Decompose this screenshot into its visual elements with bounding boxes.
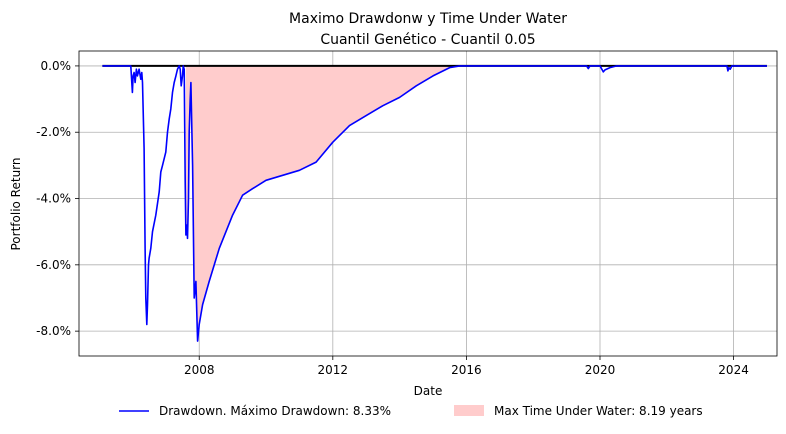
time-under-water-area — [185, 65, 460, 342]
legend: Drawdown. Máximo Drawdown: 8.33% Max Tim… — [119, 404, 703, 418]
y-axis-title: Portfolio Return — [9, 158, 23, 251]
chart-subtitle: Cuantil Genético - Cuantil 0.05 — [320, 32, 535, 48]
chart-title: Maximo Drawdonw y Time Under Water — [289, 11, 567, 27]
x-tick-label: 2012 — [318, 363, 349, 377]
drawdown-line — [102, 65, 767, 342]
x-axis-title: Date — [414, 384, 443, 398]
x-tick-label: 2024 — [718, 363, 749, 377]
x-tick-label: 2008 — [184, 363, 215, 377]
series-lines — [102, 64, 767, 342]
y-tick-label: -4.0% — [36, 192, 71, 206]
legend-label-drawdown: Drawdown. Máximo Drawdown: 8.33% — [159, 404, 391, 418]
x-tick-label: 2020 — [585, 363, 616, 377]
legend-swatch-time-under-water — [454, 405, 484, 416]
y-tick-label: -8.0% — [36, 324, 71, 338]
legend-label-time-under-water: Max Time Under Water: 8.19 years — [494, 404, 703, 418]
y-tick-label: -6.0% — [36, 258, 71, 272]
plot-frame — [78, 50, 778, 357]
x-tick-label: 2016 — [451, 363, 482, 377]
axis-ticks: 2008 2012 2016 2020 2024 0.0% -2.0% -4.0% -6.0% -… — [36, 59, 749, 377]
y-tick-label: 0.0% — [41, 59, 72, 73]
y-tick-label: -2.0% — [36, 125, 71, 139]
time-under-water-fill — [185, 65, 460, 342]
